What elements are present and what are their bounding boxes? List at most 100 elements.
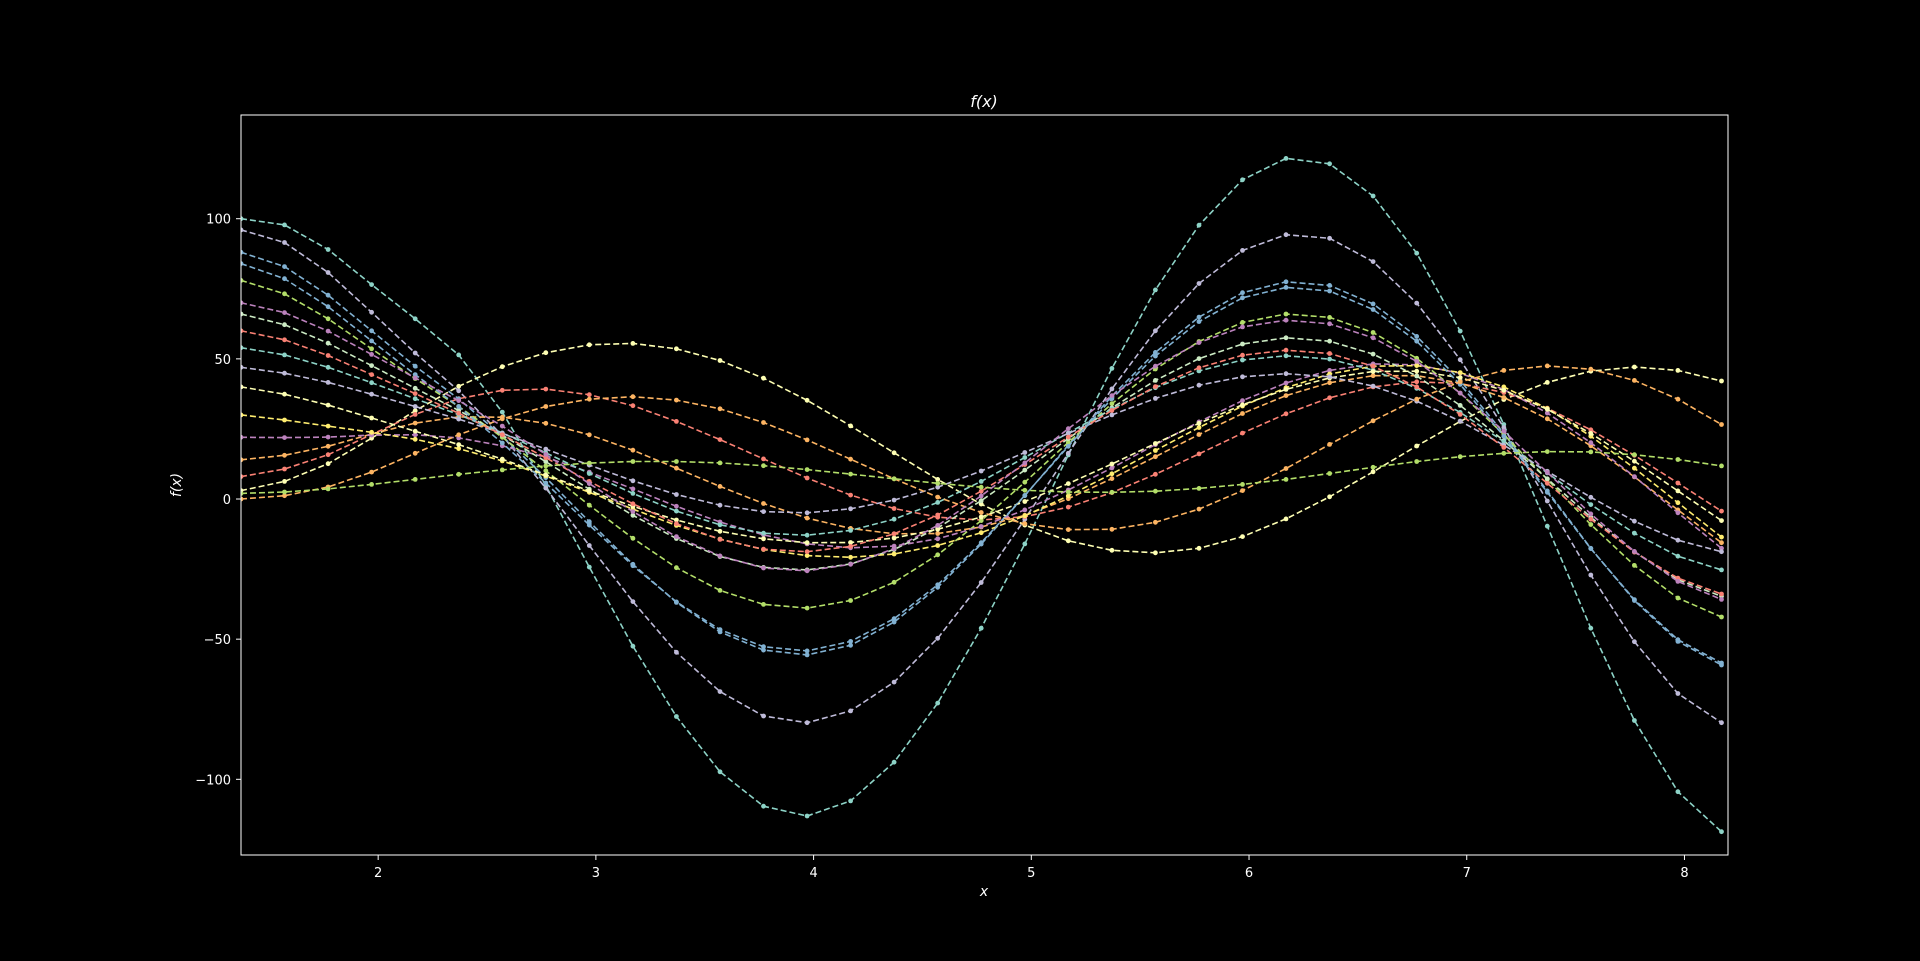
data-point (717, 460, 723, 466)
data-point (499, 364, 505, 370)
data-point (1457, 418, 1463, 424)
data-point (1283, 411, 1289, 417)
data-point (848, 598, 853, 603)
data-point (1240, 534, 1245, 539)
data-point (1588, 546, 1594, 551)
data-point (325, 316, 331, 322)
data-point (456, 442, 462, 447)
data-point (1240, 324, 1245, 330)
data-point (1719, 463, 1724, 469)
series-line (241, 302, 1722, 601)
data-point (674, 503, 679, 509)
data-point (1719, 660, 1724, 666)
data-point (1196, 340, 1202, 345)
data-point (1588, 440, 1594, 446)
data-point (978, 518, 984, 523)
data-point (282, 489, 287, 495)
data-point (1457, 403, 1463, 408)
data-point (1240, 430, 1245, 436)
data-point (1675, 595, 1681, 601)
data-point (804, 568, 810, 574)
data-point (891, 619, 897, 625)
data-point (1022, 521, 1028, 527)
data-point (1457, 379, 1463, 385)
data-point (325, 486, 331, 492)
data-point (325, 364, 331, 370)
data-point (1501, 384, 1507, 390)
data-point (543, 468, 549, 474)
data-point (1153, 441, 1158, 446)
data-point (1544, 406, 1550, 412)
data-point (1414, 334, 1420, 339)
data-point (935, 480, 941, 486)
data-point (1632, 465, 1637, 471)
data-point (1370, 335, 1376, 341)
data-point (848, 540, 853, 545)
data-point (1501, 439, 1507, 444)
data-point (630, 535, 636, 541)
data-point (1196, 420, 1202, 426)
data-point (1283, 516, 1289, 522)
data-point (674, 419, 679, 424)
data-point (1544, 449, 1550, 454)
y-tick-label: −50 (204, 633, 231, 648)
series-line (241, 374, 1722, 544)
data-point (1327, 338, 1332, 344)
data-point (804, 813, 810, 819)
data-point (325, 443, 331, 449)
data-point (804, 437, 810, 443)
data-point (282, 240, 287, 245)
data-point (241, 345, 244, 351)
data-point (1240, 295, 1245, 301)
data-point (412, 428, 418, 434)
data-point (1153, 384, 1158, 389)
data-point (1588, 572, 1594, 578)
data-point (674, 599, 679, 605)
data-point (1240, 488, 1245, 493)
data-point (282, 222, 287, 228)
data-point (499, 440, 505, 446)
data-point (1153, 471, 1158, 477)
data-point (674, 397, 679, 403)
data-point (1370, 307, 1376, 312)
data-point (674, 534, 679, 539)
data-point (1719, 545, 1724, 551)
data-point (804, 652, 810, 658)
data-point (1065, 527, 1071, 532)
data-point (1196, 365, 1202, 371)
data-point (1675, 579, 1681, 584)
data-point (369, 469, 374, 475)
data-point (1370, 373, 1376, 379)
data-point (1719, 720, 1724, 726)
y-axis-label: f(x) (169, 473, 185, 497)
data-point (1153, 328, 1158, 334)
data-point (935, 582, 941, 588)
data-point (1109, 489, 1115, 495)
data-point (1675, 637, 1681, 643)
data-point (456, 388, 462, 394)
data-point (1370, 363, 1376, 369)
data-point (1719, 534, 1724, 540)
data-point (891, 616, 897, 622)
data-point (369, 380, 374, 386)
data-point (848, 708, 853, 714)
data-point (1109, 412, 1115, 418)
data-point (586, 471, 592, 476)
data-point (1632, 718, 1637, 723)
data-point (456, 410, 462, 416)
data-point (1109, 526, 1115, 532)
data-point (412, 404, 418, 409)
data-point (630, 563, 636, 569)
data-point (1327, 471, 1332, 476)
data-point (586, 488, 592, 494)
data-point (804, 532, 810, 538)
data-point (1675, 368, 1681, 373)
data-point (543, 485, 549, 491)
data-point (935, 523, 941, 528)
data-point (1501, 425, 1507, 430)
data-point (804, 553, 810, 558)
data-point (761, 647, 766, 653)
data-point (586, 481, 592, 486)
data-point (1022, 467, 1028, 473)
data-point (717, 689, 723, 694)
